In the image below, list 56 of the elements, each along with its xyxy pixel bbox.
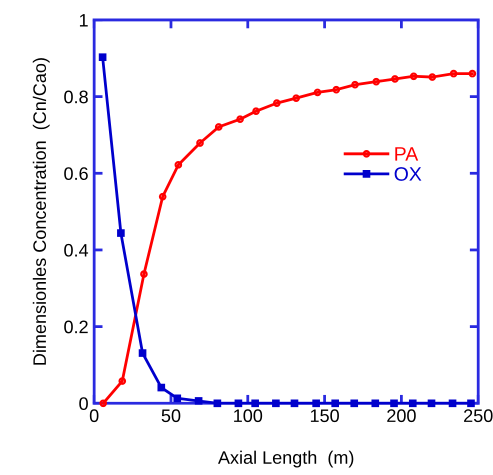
- point: [350, 399, 358, 408]
- x-tick-label: 0: [90, 409, 98, 422]
- x-tick-label: 100: [234, 409, 262, 422]
- point: [252, 107, 260, 116]
- point: [174, 161, 182, 169]
- point: [214, 399, 222, 408]
- point: [214, 123, 223, 131]
- y-tick-label: 0.2: [64, 320, 88, 334]
- point: [196, 139, 204, 147]
- point: [390, 399, 398, 408]
- point: [118, 377, 126, 385]
- point: [157, 384, 166, 392]
- point: [468, 70, 476, 78]
- y-axis-title: Dimensionles Concentration (Cn/Cao): [32, 58, 50, 365]
- point: [292, 94, 300, 102]
- y-tick-label: 0: [79, 397, 88, 410]
- point: [448, 399, 456, 408]
- point: [312, 399, 320, 408]
- point: [372, 78, 380, 86]
- point: [117, 229, 125, 237]
- point: [272, 99, 281, 107]
- x-tick-label: 250: [464, 409, 493, 422]
- x-axis-title: Axial Length (m): [218, 450, 354, 468]
- point: [428, 399, 436, 408]
- point: [331, 399, 340, 408]
- x-tick-label: 150: [310, 409, 339, 422]
- point: [391, 75, 399, 83]
- point: [314, 88, 322, 96]
- point: [272, 399, 280, 408]
- point: [408, 399, 417, 408]
- point: [371, 399, 380, 408]
- point: [351, 80, 359, 89]
- point: [194, 397, 202, 405]
- point: [428, 73, 436, 81]
- y-tick-label: 1: [80, 14, 88, 26]
- point: [450, 70, 458, 78]
- y-tick-label: 0.6: [64, 167, 88, 180]
- point: [234, 399, 242, 408]
- point: [332, 86, 340, 94]
- point: [98, 53, 106, 61]
- y-tick-label: 0.4: [64, 244, 88, 257]
- y-tick-label: 0.8: [64, 90, 88, 104]
- point: [251, 399, 259, 408]
- point: [467, 399, 475, 408]
- point: [290, 399, 298, 408]
- x-tick-label: 200: [387, 409, 416, 422]
- point: [410, 72, 418, 80]
- point: [99, 399, 108, 408]
- legend-label: OX: [394, 167, 422, 181]
- point: [138, 349, 146, 357]
- point: [173, 394, 182, 402]
- point: [158, 192, 166, 200]
- point: [140, 270, 148, 278]
- point: [236, 115, 244, 124]
- legend-label: PA: [395, 147, 418, 161]
- x-tick-label: 50: [162, 409, 180, 422]
